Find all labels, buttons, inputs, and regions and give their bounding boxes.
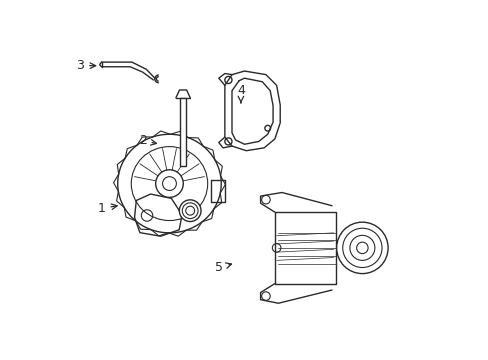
Text: 3: 3 — [76, 59, 96, 72]
Circle shape — [155, 170, 183, 197]
Circle shape — [336, 222, 387, 274]
Text: 2: 2 — [139, 134, 156, 147]
Polygon shape — [180, 98, 186, 166]
Circle shape — [179, 200, 201, 221]
Ellipse shape — [118, 134, 221, 233]
Text: 5: 5 — [215, 261, 231, 274]
Text: 1: 1 — [98, 202, 117, 215]
Text: 4: 4 — [237, 84, 244, 103]
